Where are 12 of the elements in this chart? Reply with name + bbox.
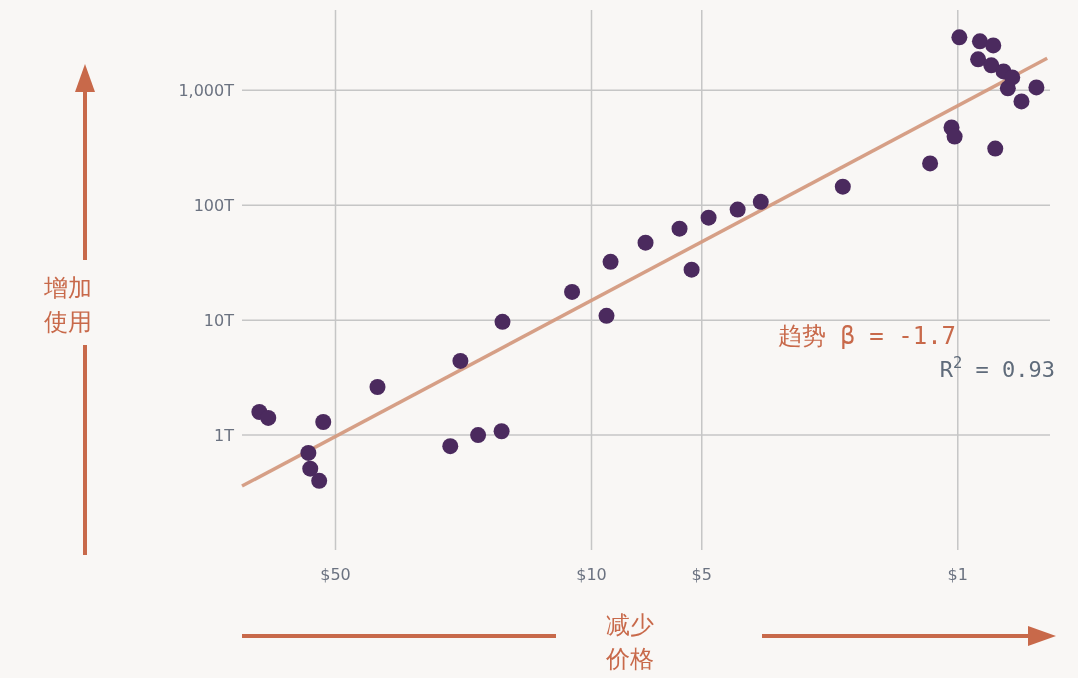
x-tick-label: $50 bbox=[320, 565, 351, 584]
y-tick-label: 1T bbox=[214, 426, 235, 446]
x-tick-label: $10 bbox=[576, 565, 607, 584]
x-tick-label: $5 bbox=[691, 565, 712, 584]
annotation: R$^{2}$ = 0.93 bbox=[939, 354, 1055, 382]
y-tick-label: 100T bbox=[193, 196, 235, 216]
y-tick-label: 10T bbox=[203, 311, 235, 331]
text: 趋势 β = -1.7 bbox=[778, 322, 957, 350]
y-tick-label: 1,000T bbox=[178, 81, 235, 101]
y-axis-title: 增加使用 bbox=[43, 273, 93, 338]
x-tick-label: $1 bbox=[947, 565, 968, 584]
x-axis-title: 减少价格 bbox=[605, 610, 655, 675]
